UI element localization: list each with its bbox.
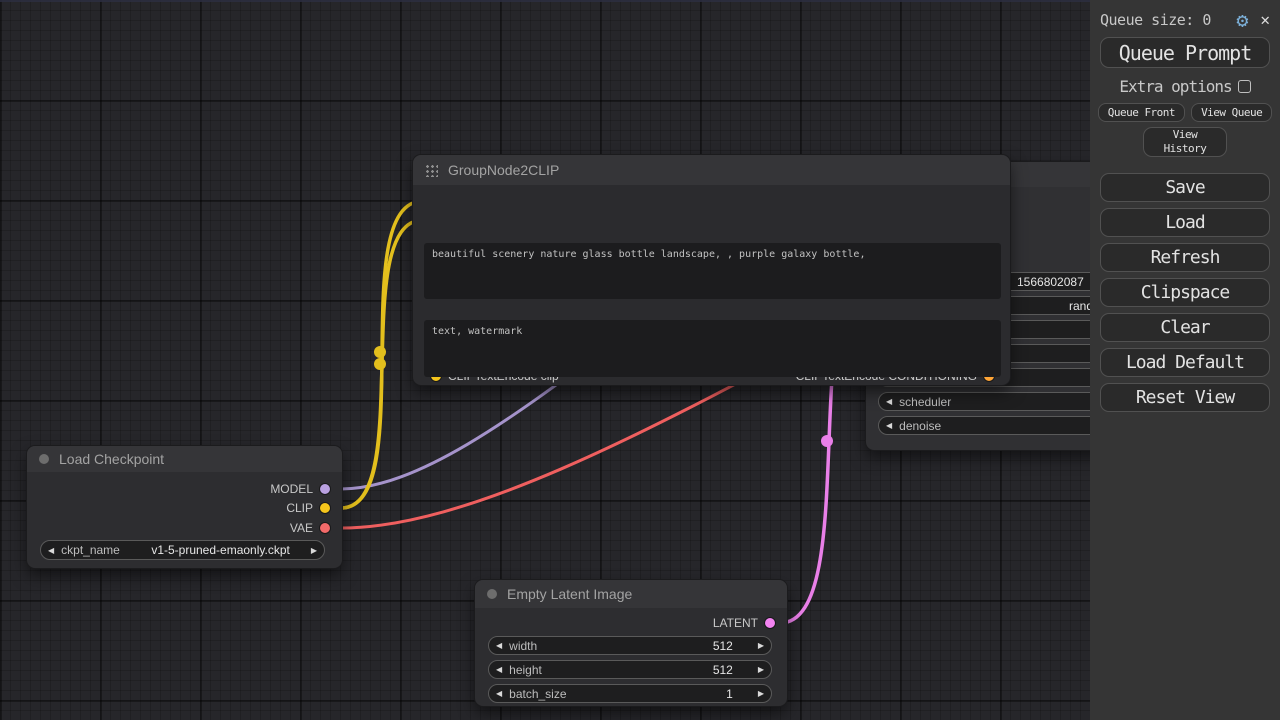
node-load-checkpoint[interactable]: Load Checkpoint MODEL CLIP VAE ◀ ckpt_na… [27, 446, 342, 568]
latent-titlebar[interactable]: Empty Latent Image [475, 580, 787, 608]
output-slot-clip[interactable]: CLIP [286, 498, 330, 518]
ksampler-denoise-widget[interactable]: ◀ denoise [878, 416, 1152, 435]
collapse-dot-icon[interactable] [39, 454, 49, 464]
decrement-arrow-icon[interactable]: ◀ [496, 689, 503, 698]
model-output-label: MODEL [270, 482, 313, 496]
increment-arrow-icon[interactable]: ▶ [310, 545, 317, 555]
clip-output-dot[interactable] [320, 503, 330, 513]
load-button[interactable]: Load [1100, 208, 1270, 237]
view-history-line1: View [1172, 128, 1198, 142]
output-slot-vae[interactable]: VAE [290, 518, 330, 538]
save-button[interactable]: Save [1100, 173, 1270, 202]
queue-front-button[interactable]: Queue Front [1097, 103, 1186, 122]
group-node-title: GroupNode2CLIP [448, 162, 560, 178]
refresh-button[interactable]: Refresh [1100, 243, 1270, 272]
queue-prompt-button[interactable]: Queue Prompt [1100, 37, 1270, 68]
ckpt-name-label: ckpt_name [61, 543, 120, 557]
seed-value: 1566802087 [1017, 274, 1084, 289]
batch-size-widget[interactable]: ◀ batch_size 1 ▶ [488, 684, 772, 703]
close-icon[interactable]: ✕ [1260, 10, 1270, 29]
batch-size-value: 1 [726, 686, 733, 701]
latent-title: Empty Latent Image [507, 586, 633, 602]
output-slot-latent[interactable]: LATENT [713, 613, 775, 633]
group-node-titlebar[interactable]: GroupNode2CLIP [413, 155, 1010, 185]
wire-latent-midpoint[interactable] [821, 435, 833, 447]
increment-arrow-icon[interactable]: ▶ [757, 665, 764, 674]
vae-output-dot[interactable] [320, 523, 330, 533]
canvas-top-line [0, 0, 1090, 2]
node-empty-latent-image[interactable]: Empty Latent Image LATENT ◀ width 512 ▶ … [475, 580, 787, 706]
extra-options-label: Extra options [1119, 77, 1232, 96]
increment-arrow-icon[interactable]: ▶ [757, 689, 764, 698]
negative-prompt-textarea[interactable]: text, watermark [424, 320, 1001, 377]
checkpoint-titlebar[interactable]: Load Checkpoint [27, 446, 342, 472]
view-history-line2: History [1163, 142, 1207, 155]
height-widget[interactable]: ◀ height 512 ▶ [488, 660, 772, 679]
settings-gear-icon[interactable]: ⚙ [1236, 7, 1249, 32]
latent-output-label: LATENT [712, 616, 758, 630]
decrement-arrow-icon[interactable]: ◀ [496, 641, 503, 650]
clear-button[interactable]: Clear [1100, 313, 1270, 342]
view-history-button[interactable]: View History [1143, 127, 1227, 157]
width-value: 512 [712, 638, 733, 653]
ckpt-name-widget[interactable]: ◀ ckpt_name v1-5-pruned-emaonly.ckpt ▶ [40, 540, 325, 560]
vae-output-label: VAE [289, 521, 313, 535]
reset-view-button[interactable]: Reset View [1100, 383, 1270, 412]
load-default-button[interactable]: Load Default [1100, 348, 1270, 377]
extra-options-checkbox[interactable] [1237, 80, 1251, 93]
height-label: height [509, 662, 542, 677]
comfy-menu-panel: Queue size: 0 ⚙ ✕ Queue Prompt Extra opt… [1090, 0, 1280, 720]
output-slot-model[interactable]: MODEL [270, 479, 330, 499]
decrement-arrow-icon[interactable]: ◀ [48, 545, 55, 555]
clip-output-label: CLIP [286, 501, 313, 515]
positive-prompt-textarea[interactable]: beautiful scenery nature glass bottle la… [424, 243, 1001, 299]
width-widget[interactable]: ◀ width 512 ▶ [488, 636, 772, 655]
scheduler-label: scheduler [899, 394, 952, 409]
decrement-arrow-icon[interactable]: ◀ [496, 665, 503, 674]
height-value: 512 [712, 662, 733, 677]
batch-size-label: batch_size [509, 686, 567, 701]
collapse-dot-icon[interactable] [487, 589, 497, 599]
latent-output-dot[interactable] [765, 618, 775, 628]
width-label: width [509, 638, 538, 653]
node-groupnode2clip[interactable]: GroupNode2CLIP clip CLIPTextEncode clip … [413, 155, 1010, 385]
view-queue-button[interactable]: View Queue [1191, 103, 1273, 122]
decrement-arrow-icon[interactable]: ◀ [886, 421, 893, 430]
model-output-dot[interactable] [320, 484, 330, 494]
group-node-grid-icon [425, 163, 438, 177]
ckpt-name-value: v1-5-pruned-emaonly.ckpt [151, 543, 290, 557]
queue-size-label: Queue size: 0 [1100, 10, 1211, 29]
ksampler-scheduler-widget[interactable]: ◀ scheduler [878, 392, 1152, 411]
decrement-arrow-icon[interactable]: ◀ [886, 397, 893, 406]
denoise-label: denoise [899, 418, 942, 433]
wire-clip-2-midpoint[interactable] [374, 358, 386, 370]
clipspace-button[interactable]: Clipspace [1100, 278, 1270, 307]
increment-arrow-icon[interactable]: ▶ [757, 641, 764, 650]
wire-clip-1-midpoint[interactable] [374, 346, 386, 358]
checkpoint-title: Load Checkpoint [59, 451, 165, 467]
